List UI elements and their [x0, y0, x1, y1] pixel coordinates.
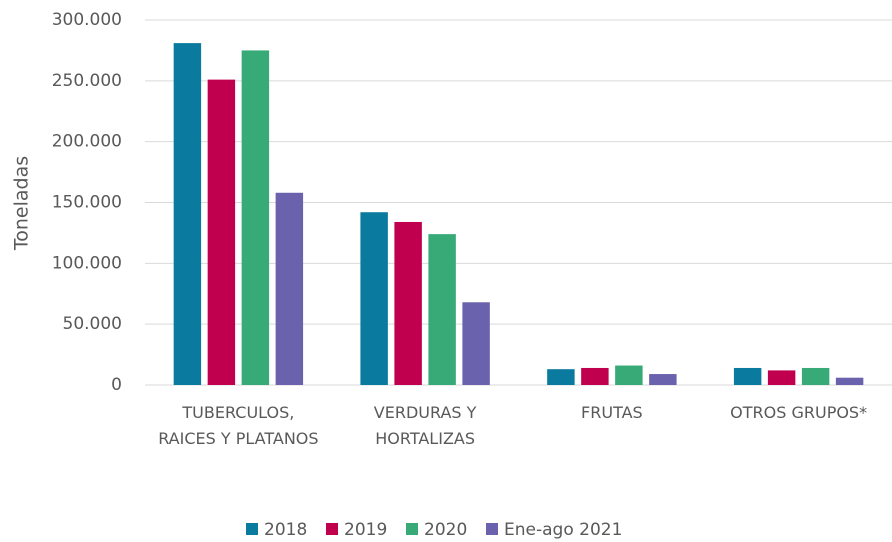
- legend-label: Ene-ago 2021: [504, 520, 622, 540]
- x-tick-label: OTROS GRUPOS*: [730, 403, 868, 422]
- legend-swatch: [406, 523, 418, 535]
- bar: [835, 377, 864, 385]
- bar: [394, 221, 422, 385]
- bar: [801, 367, 830, 385]
- bar: [615, 365, 643, 385]
- bar: [462, 302, 490, 385]
- y-tick-label: 100.000: [52, 253, 122, 273]
- bar: [428, 234, 456, 385]
- y-tick-label: 0: [111, 375, 122, 395]
- bar: [767, 370, 796, 385]
- y-tick-label: 250.000: [52, 71, 122, 91]
- bar: [649, 374, 677, 385]
- bar: [581, 367, 609, 385]
- bar: [547, 369, 575, 385]
- legend-label: 2019: [344, 520, 387, 540]
- bar: [207, 79, 236, 385]
- y-tick-label: 50.000: [63, 314, 122, 334]
- bar: [173, 43, 202, 385]
- legend-swatch: [486, 523, 498, 535]
- y-axis-label: Toneladas: [11, 156, 33, 251]
- y-tick-label: 150.000: [52, 193, 122, 213]
- legend-label: 2018: [264, 520, 307, 540]
- x-tick-label: TUBERCULOS, RAICES Y PLATANOS: [158, 403, 319, 448]
- legend-label: 2020: [424, 520, 467, 540]
- bar: [360, 212, 388, 385]
- legend-swatch: [246, 523, 258, 535]
- bar: [733, 367, 762, 385]
- x-tick-label: FRUTAS: [581, 403, 643, 422]
- legend-swatch: [326, 523, 338, 535]
- y-tick-label: 300.000: [52, 10, 122, 30]
- bar: [241, 50, 270, 386]
- x-tick-label: VERDURAS Y HORTALIZAS: [373, 403, 477, 448]
- y-tick-label: 200.000: [52, 132, 122, 152]
- bar: [275, 192, 304, 385]
